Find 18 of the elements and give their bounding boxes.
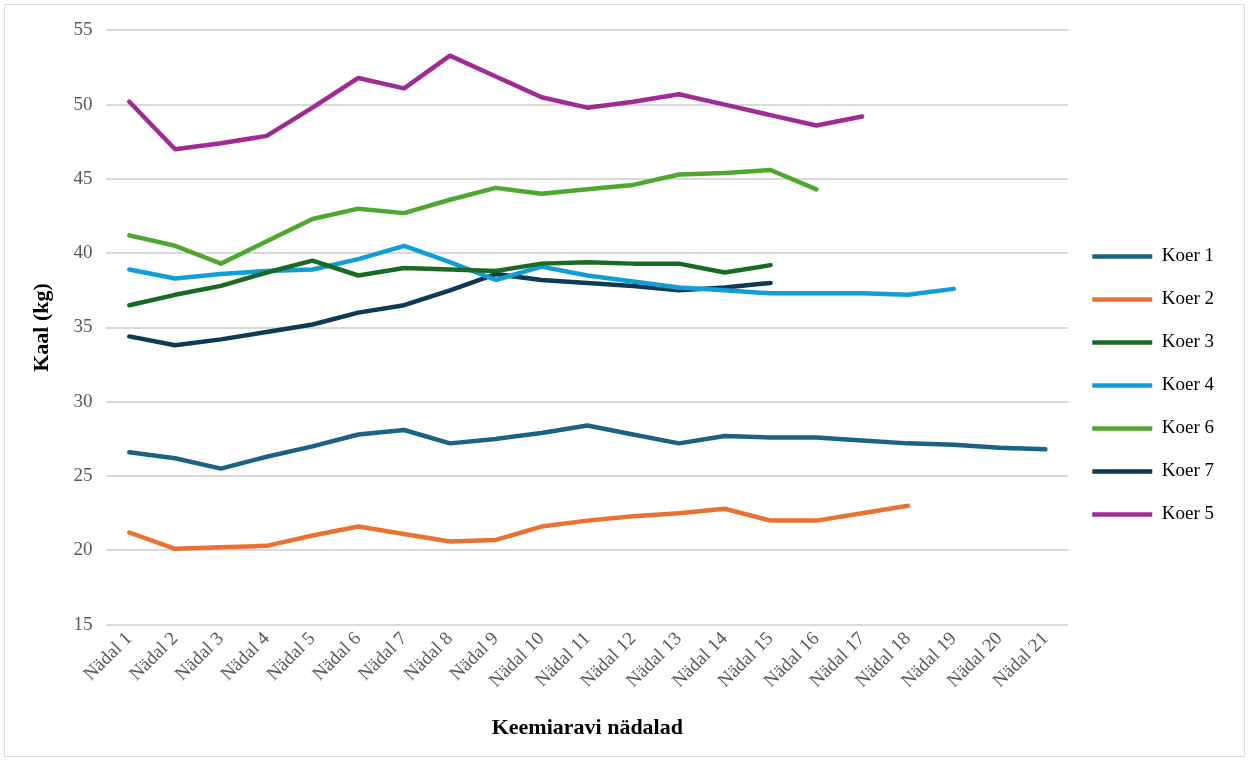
legend-label: Koer 2 bbox=[1161, 287, 1214, 309]
y-tick-label: 35 bbox=[73, 315, 93, 337]
x-axis-title: Keemiaravi nädalad bbox=[491, 714, 683, 740]
y-tick-label: 30 bbox=[73, 389, 93, 411]
legend-label: Koer 1 bbox=[1161, 244, 1214, 266]
y-tick-label: 45 bbox=[73, 166, 93, 188]
y-axis-title: Kaal (kg) bbox=[27, 283, 53, 372]
y-tick-label: 50 bbox=[73, 92, 93, 114]
y-tick-label: 15 bbox=[73, 612, 93, 634]
legend-label: Koer 5 bbox=[1161, 502, 1214, 524]
legend-label: Koer 3 bbox=[1161, 330, 1214, 352]
legend-label: Koer 4 bbox=[1161, 373, 1215, 395]
legend-label: Koer 7 bbox=[1161, 459, 1214, 481]
y-tick-label: 20 bbox=[73, 538, 93, 560]
y-tick-label: 55 bbox=[73, 18, 93, 40]
y-tick-label: 25 bbox=[73, 464, 93, 486]
legend-label: Koer 6 bbox=[1161, 416, 1214, 438]
y-tick-label: 40 bbox=[73, 241, 93, 263]
